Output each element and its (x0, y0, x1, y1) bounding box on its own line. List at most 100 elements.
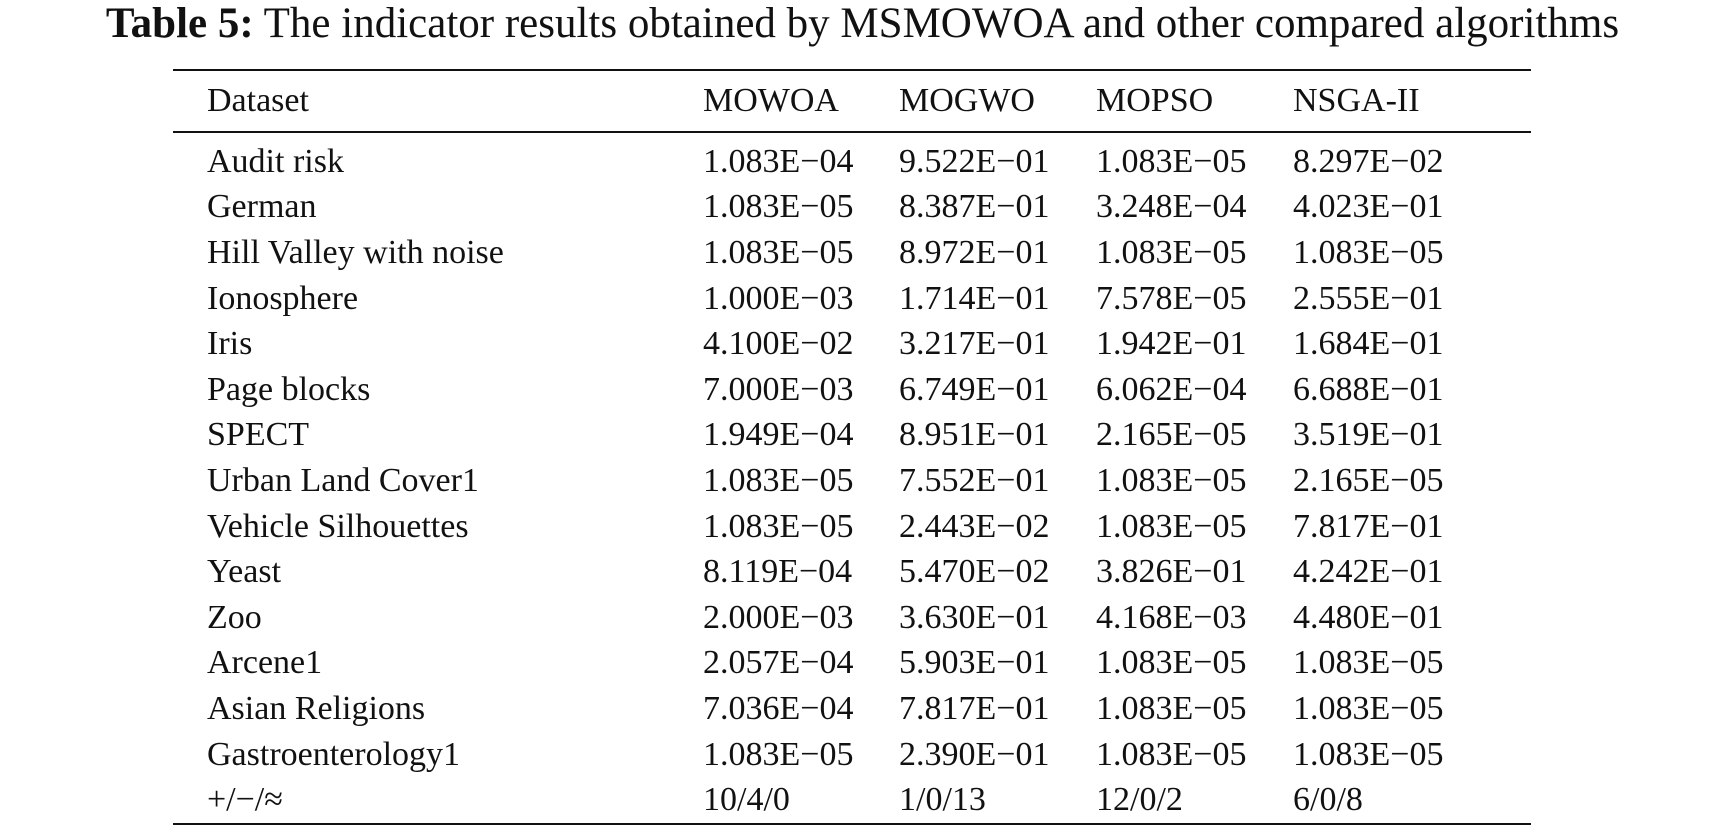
cell-nsga-ii: 3.519E−01 (1293, 416, 1444, 454)
cell-mowoa: 1.083E−05 (703, 507, 854, 545)
cell-mogwo: 5.470E−02 (899, 553, 1050, 591)
cell-mopso: 2.165E−05 (1096, 416, 1247, 454)
cell-nsga-ii: 2.165E−05 (1293, 461, 1444, 499)
cell-dataset: Hill Valley with noise (207, 233, 504, 271)
table-row: Arcene1 2.057E−04 5.903E−01 1.083E−05 1.083E… (173, 641, 1531, 687)
cell-mowoa: 1.083E−05 (703, 735, 854, 773)
cell-nsga-ii: 1.083E−05 (1293, 644, 1444, 682)
results-table: Dataset MOWOA MOGWO MOPSO NSGA-II Audit … (173, 69, 1531, 825)
header-dataset: Dataset (207, 82, 309, 119)
cell-mowoa: 1.949E−04 (703, 416, 854, 454)
cell-mowoa: 2.000E−03 (703, 598, 854, 636)
cell-dataset: Urban Land Cover1 (207, 461, 479, 499)
summary-row: +/−/≈ 10/4/0 1/0/13 12/0/2 6/0/8 (173, 777, 1531, 824)
cell-dataset: Audit risk (207, 142, 344, 180)
header-mogwo: MOGWO (899, 82, 1035, 119)
cell-mogwo: 1.714E−01 (899, 279, 1050, 317)
table-body: Audit risk 1.083E−04 9.522E−01 1.083E−05 8.2… (173, 132, 1531, 824)
table-row: Iris 4.100E−02 3.217E−01 1.942E−01 1.684E−01 (173, 321, 1531, 367)
cell-mogwo: 3.630E−01 (899, 598, 1050, 636)
cell-nsga-ii: 1.083E−05 (1293, 233, 1444, 271)
header-mopso: MOPSO (1096, 82, 1214, 119)
cell-mopso: 1.083E−05 (1096, 142, 1247, 180)
cell-dataset: +/−/≈ (207, 781, 283, 819)
cell-mogwo: 7.817E−01 (899, 689, 1050, 727)
cell-mowoa: 10/4/0 (703, 781, 790, 819)
cell-nsga-ii: 4.023E−01 (1293, 188, 1444, 226)
cell-mopso: 6.062E−04 (1096, 370, 1247, 408)
cell-nsga-ii: 4.480E−01 (1293, 598, 1444, 636)
cell-nsga-ii: 1.083E−05 (1293, 735, 1444, 773)
cell-mopso: 1.083E−05 (1096, 233, 1247, 271)
table-row: Zoo 2.000E−03 3.630E−01 4.168E−03 4.480E−01 (173, 595, 1531, 641)
cell-nsga-ii: 6.688E−01 (1293, 370, 1444, 408)
cell-mopso: 12/0/2 (1096, 781, 1183, 819)
cell-nsga-ii: 7.817E−01 (1293, 507, 1444, 545)
table-row: Vehicle Silhouettes 1.083E−05 2.443E−02 1.0… (173, 504, 1531, 550)
cell-nsga-ii: 6/0/8 (1293, 781, 1363, 819)
cell-mogwo: 8.951E−01 (899, 416, 1050, 454)
cell-mogwo: 8.972E−01 (899, 233, 1050, 271)
cell-mopso: 1.942E−01 (1096, 325, 1247, 363)
table-row: SPECT 1.949E−04 8.951E−01 2.165E−05 3.519E−0… (173, 413, 1531, 459)
cell-mogwo: 8.387E−01 (899, 188, 1050, 226)
cell-nsga-ii: 8.297E−02 (1293, 142, 1444, 180)
cell-nsga-ii: 2.555E−01 (1293, 279, 1444, 317)
caption-label: Table 5: (105, 0, 254, 47)
cell-mogwo: 7.552E−01 (899, 461, 1050, 499)
cell-mowoa: 1.083E−04 (703, 142, 854, 180)
cell-dataset: Vehicle Silhouettes (207, 507, 469, 545)
cell-mogwo: 2.390E−01 (899, 735, 1050, 773)
header-nsga-ii: NSGA-II (1293, 82, 1420, 119)
cell-dataset: Gastroenterology1 (207, 735, 461, 773)
cell-mopso: 1.083E−05 (1096, 689, 1247, 727)
cell-dataset: Yeast (207, 553, 282, 591)
cell-mowoa: 1.000E−03 (703, 279, 854, 317)
cell-mopso: 1.083E−05 (1096, 644, 1247, 682)
cell-mopso: 7.578E−05 (1096, 279, 1247, 317)
cell-nsga-ii: 1.684E−01 (1293, 325, 1444, 363)
table-row: Page blocks 7.000E−03 6.749E−01 6.062E−04 6.… (173, 367, 1531, 413)
table-row: Gastroenterology1 1.083E−05 2.390E−01 1.083… (173, 732, 1531, 778)
caption-text: The indicator results obtained by MSMOWO… (263, 0, 1620, 47)
cell-mopso: 1.083E−05 (1096, 735, 1247, 773)
cell-mogwo: 3.217E−01 (899, 325, 1050, 363)
table-row: Yeast 8.119E−04 5.470E−02 3.826E−01 4.242E−0… (173, 549, 1531, 595)
cell-mopso: 3.248E−04 (1096, 188, 1247, 226)
cell-mopso: 1.083E−05 (1096, 507, 1247, 545)
cell-mopso: 4.168E−03 (1096, 598, 1247, 636)
results-table-wrapper: Dataset MOWOA MOGWO MOPSO NSGA-II Audit … (173, 69, 1531, 825)
cell-mopso: 3.826E−01 (1096, 553, 1247, 591)
cell-mowoa: 1.083E−05 (703, 188, 854, 226)
cell-mogwo: 6.749E−01 (899, 370, 1050, 408)
cell-mowoa: 4.100E−02 (703, 325, 854, 363)
table-header: Dataset MOWOA MOGWO MOPSO NSGA-II (173, 70, 1531, 132)
cell-dataset: German (207, 188, 317, 226)
cell-mowoa: 2.057E−04 (703, 644, 854, 682)
cell-dataset: Iris (207, 325, 253, 363)
cell-mopso: 1.083E−05 (1096, 461, 1247, 499)
cell-dataset: SPECT (207, 416, 310, 454)
header-row: Dataset MOWOA MOGWO MOPSO NSGA-II (173, 70, 1531, 132)
cell-mowoa: 1.083E−05 (703, 233, 854, 271)
cell-nsga-ii: 4.242E−01 (1293, 553, 1444, 591)
cell-mowoa: 8.119E−04 (703, 553, 853, 591)
cell-dataset: Arcene1 (207, 644, 323, 682)
cell-mogwo: 2.443E−02 (899, 507, 1050, 545)
table-row: Audit risk 1.083E−04 9.522E−01 1.083E−05 8.2… (173, 132, 1531, 185)
table-row: Asian Religions 7.036E−04 7.817E−01 1.083E−… (173, 686, 1531, 732)
cell-dataset: Zoo (207, 598, 262, 636)
cell-nsga-ii: 1.083E−05 (1293, 689, 1444, 727)
cell-dataset: Ionosphere (207, 279, 359, 317)
cell-mowoa: 7.000E−03 (703, 370, 854, 408)
cell-dataset: Asian Religions (207, 689, 426, 727)
cell-mogwo: 9.522E−01 (899, 142, 1050, 180)
table-row: Urban Land Cover1 1.083E−05 7.552E−01 1.083… (173, 458, 1531, 504)
cell-mowoa: 7.036E−04 (703, 689, 854, 727)
cell-mogwo: 1/0/13 (899, 781, 986, 819)
header-mowoa: MOWOA (703, 82, 839, 119)
table-row: Hill Valley with noise 1.083E−05 8.972E−01… (173, 230, 1531, 276)
cell-mowoa: 1.083E−05 (703, 461, 854, 499)
cell-mogwo: 5.903E−01 (899, 644, 1050, 682)
table-row: Ionosphere 1.000E−03 1.714E−01 7.578E−05 2.5… (173, 276, 1531, 322)
